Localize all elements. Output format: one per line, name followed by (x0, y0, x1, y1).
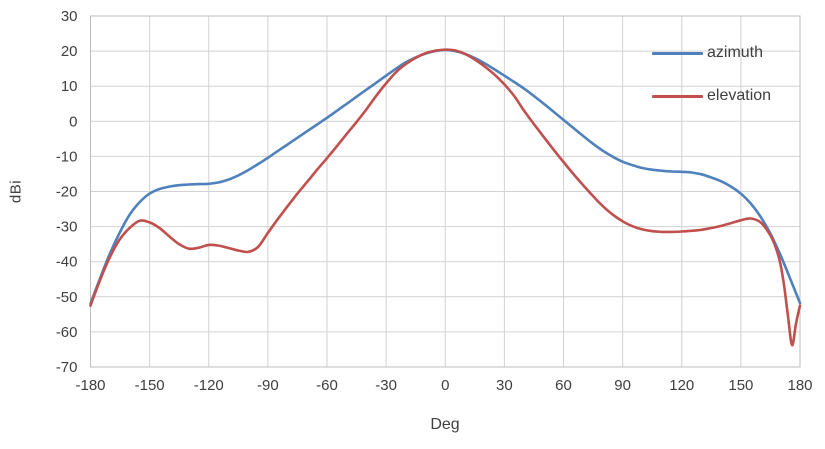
series-line-elevation (89, 48, 802, 347)
plot-border (90, 15, 801, 368)
x-tick-label: 30 (496, 377, 513, 394)
y-tick-label: 30 (61, 8, 78, 25)
x-tick-label: -150 (135, 377, 165, 394)
legend-entry-elevation: elevation (652, 85, 771, 107)
x-tick-label: 150 (728, 377, 753, 394)
x-tick-label: 90 (614, 377, 631, 394)
x-tick-label: -90 (257, 377, 279, 394)
y-tick-label: -10 (56, 148, 78, 165)
legend: azimuth elevation (652, 42, 771, 107)
x-tick-label: -120 (194, 377, 224, 394)
y-tick-label: -30 (56, 219, 78, 236)
y-tick-label: -60 (56, 324, 78, 341)
x-tick-label: 120 (669, 377, 694, 394)
legend-line-azimuth (652, 51, 703, 55)
x-tick-label: -30 (375, 377, 397, 394)
y-axis-title: dBi (7, 179, 25, 204)
y-tick-label: 0 (69, 113, 77, 130)
x-tick-label: -180 (75, 377, 105, 394)
x-tick-label: 180 (787, 377, 812, 394)
y-tick-label: -40 (56, 254, 78, 271)
legend-label-elevation: elevation (707, 87, 772, 104)
y-tick-label: 10 (61, 78, 78, 95)
y-tick-label: -50 (56, 289, 78, 306)
y-tick-label: -20 (56, 184, 78, 201)
x-axis-title: Deg (430, 416, 460, 433)
x-tick-label: 0 (441, 377, 449, 394)
x-tick-label: -60 (316, 377, 338, 394)
legend-entry-azimuth: azimuth (652, 42, 771, 64)
x-tick-label: 60 (555, 377, 572, 394)
y-tick-label: 20 (61, 43, 78, 60)
legend-label-azimuth: azimuth (707, 44, 764, 61)
legend-line-elevation (652, 94, 703, 98)
y-tick-label: -70 (56, 359, 78, 376)
